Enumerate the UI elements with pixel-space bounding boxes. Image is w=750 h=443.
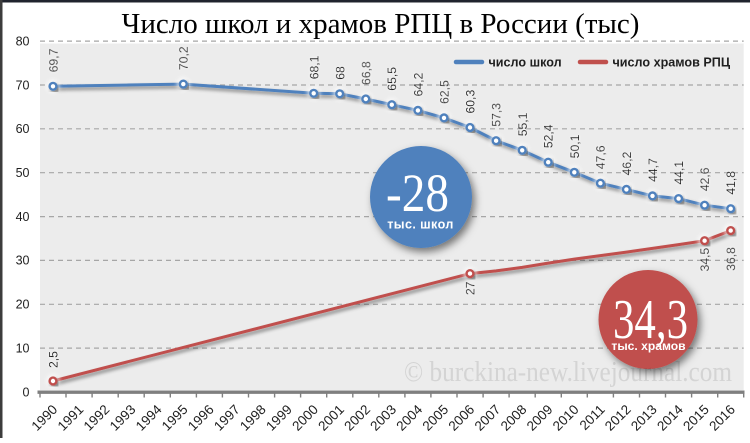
svg-text:70,2: 70,2 <box>177 46 191 70</box>
svg-text:80: 80 <box>16 34 30 48</box>
svg-text:44,7: 44,7 <box>646 158 660 182</box>
svg-text:50,1: 50,1 <box>568 134 582 158</box>
svg-text:68,1: 68,1 <box>307 55 321 79</box>
svg-text:50: 50 <box>16 166 30 180</box>
svg-text:Число школ и храмов РПЦ в Росс: Число школ и храмов РПЦ в России (тыс) <box>122 8 640 40</box>
svg-text:34,5: 34,5 <box>698 247 712 271</box>
svg-text:52,4: 52,4 <box>542 124 556 148</box>
svg-text:20: 20 <box>16 298 30 312</box>
svg-text:62,5: 62,5 <box>438 80 452 104</box>
svg-text:число храмов РПЦ: число храмов РПЦ <box>613 56 731 70</box>
svg-text:46,2: 46,2 <box>620 151 634 175</box>
svg-text:57,3: 57,3 <box>490 103 504 127</box>
svg-text:68: 68 <box>333 66 347 80</box>
svg-text:36,8: 36,8 <box>724 247 738 271</box>
svg-text:60,3: 60,3 <box>464 90 478 114</box>
svg-text:тыс. храмов: тыс. храмов <box>611 339 685 353</box>
svg-text:тыс. школ: тыс. школ <box>387 218 454 232</box>
svg-text:30: 30 <box>16 254 30 268</box>
svg-text:42,6: 42,6 <box>698 167 712 191</box>
svg-text:27: 27 <box>464 281 478 295</box>
svg-text:55,1: 55,1 <box>516 112 530 136</box>
svg-text:34,3: 34,3 <box>613 289 688 351</box>
svg-text:0: 0 <box>23 385 30 399</box>
svg-text:47,6: 47,6 <box>594 145 608 169</box>
svg-text:число школ: число школ <box>489 56 562 70</box>
svg-text:70: 70 <box>16 78 30 92</box>
svg-text:60: 60 <box>16 122 30 136</box>
svg-text:© burckina-new.livejournal.com: © burckina-new.livejournal.com <box>404 357 732 388</box>
svg-text:2,5: 2,5 <box>47 351 61 368</box>
svg-text:69,7: 69,7 <box>47 48 61 72</box>
svg-text:41,8: 41,8 <box>724 171 738 195</box>
svg-text:40: 40 <box>16 210 30 224</box>
svg-text:65,5: 65,5 <box>385 67 399 91</box>
svg-text:64,2: 64,2 <box>411 72 425 96</box>
svg-text:44,1: 44,1 <box>672 161 686 185</box>
svg-text:-28: -28 <box>386 163 449 223</box>
svg-text:10: 10 <box>16 341 30 355</box>
svg-text:66,8: 66,8 <box>359 61 373 85</box>
